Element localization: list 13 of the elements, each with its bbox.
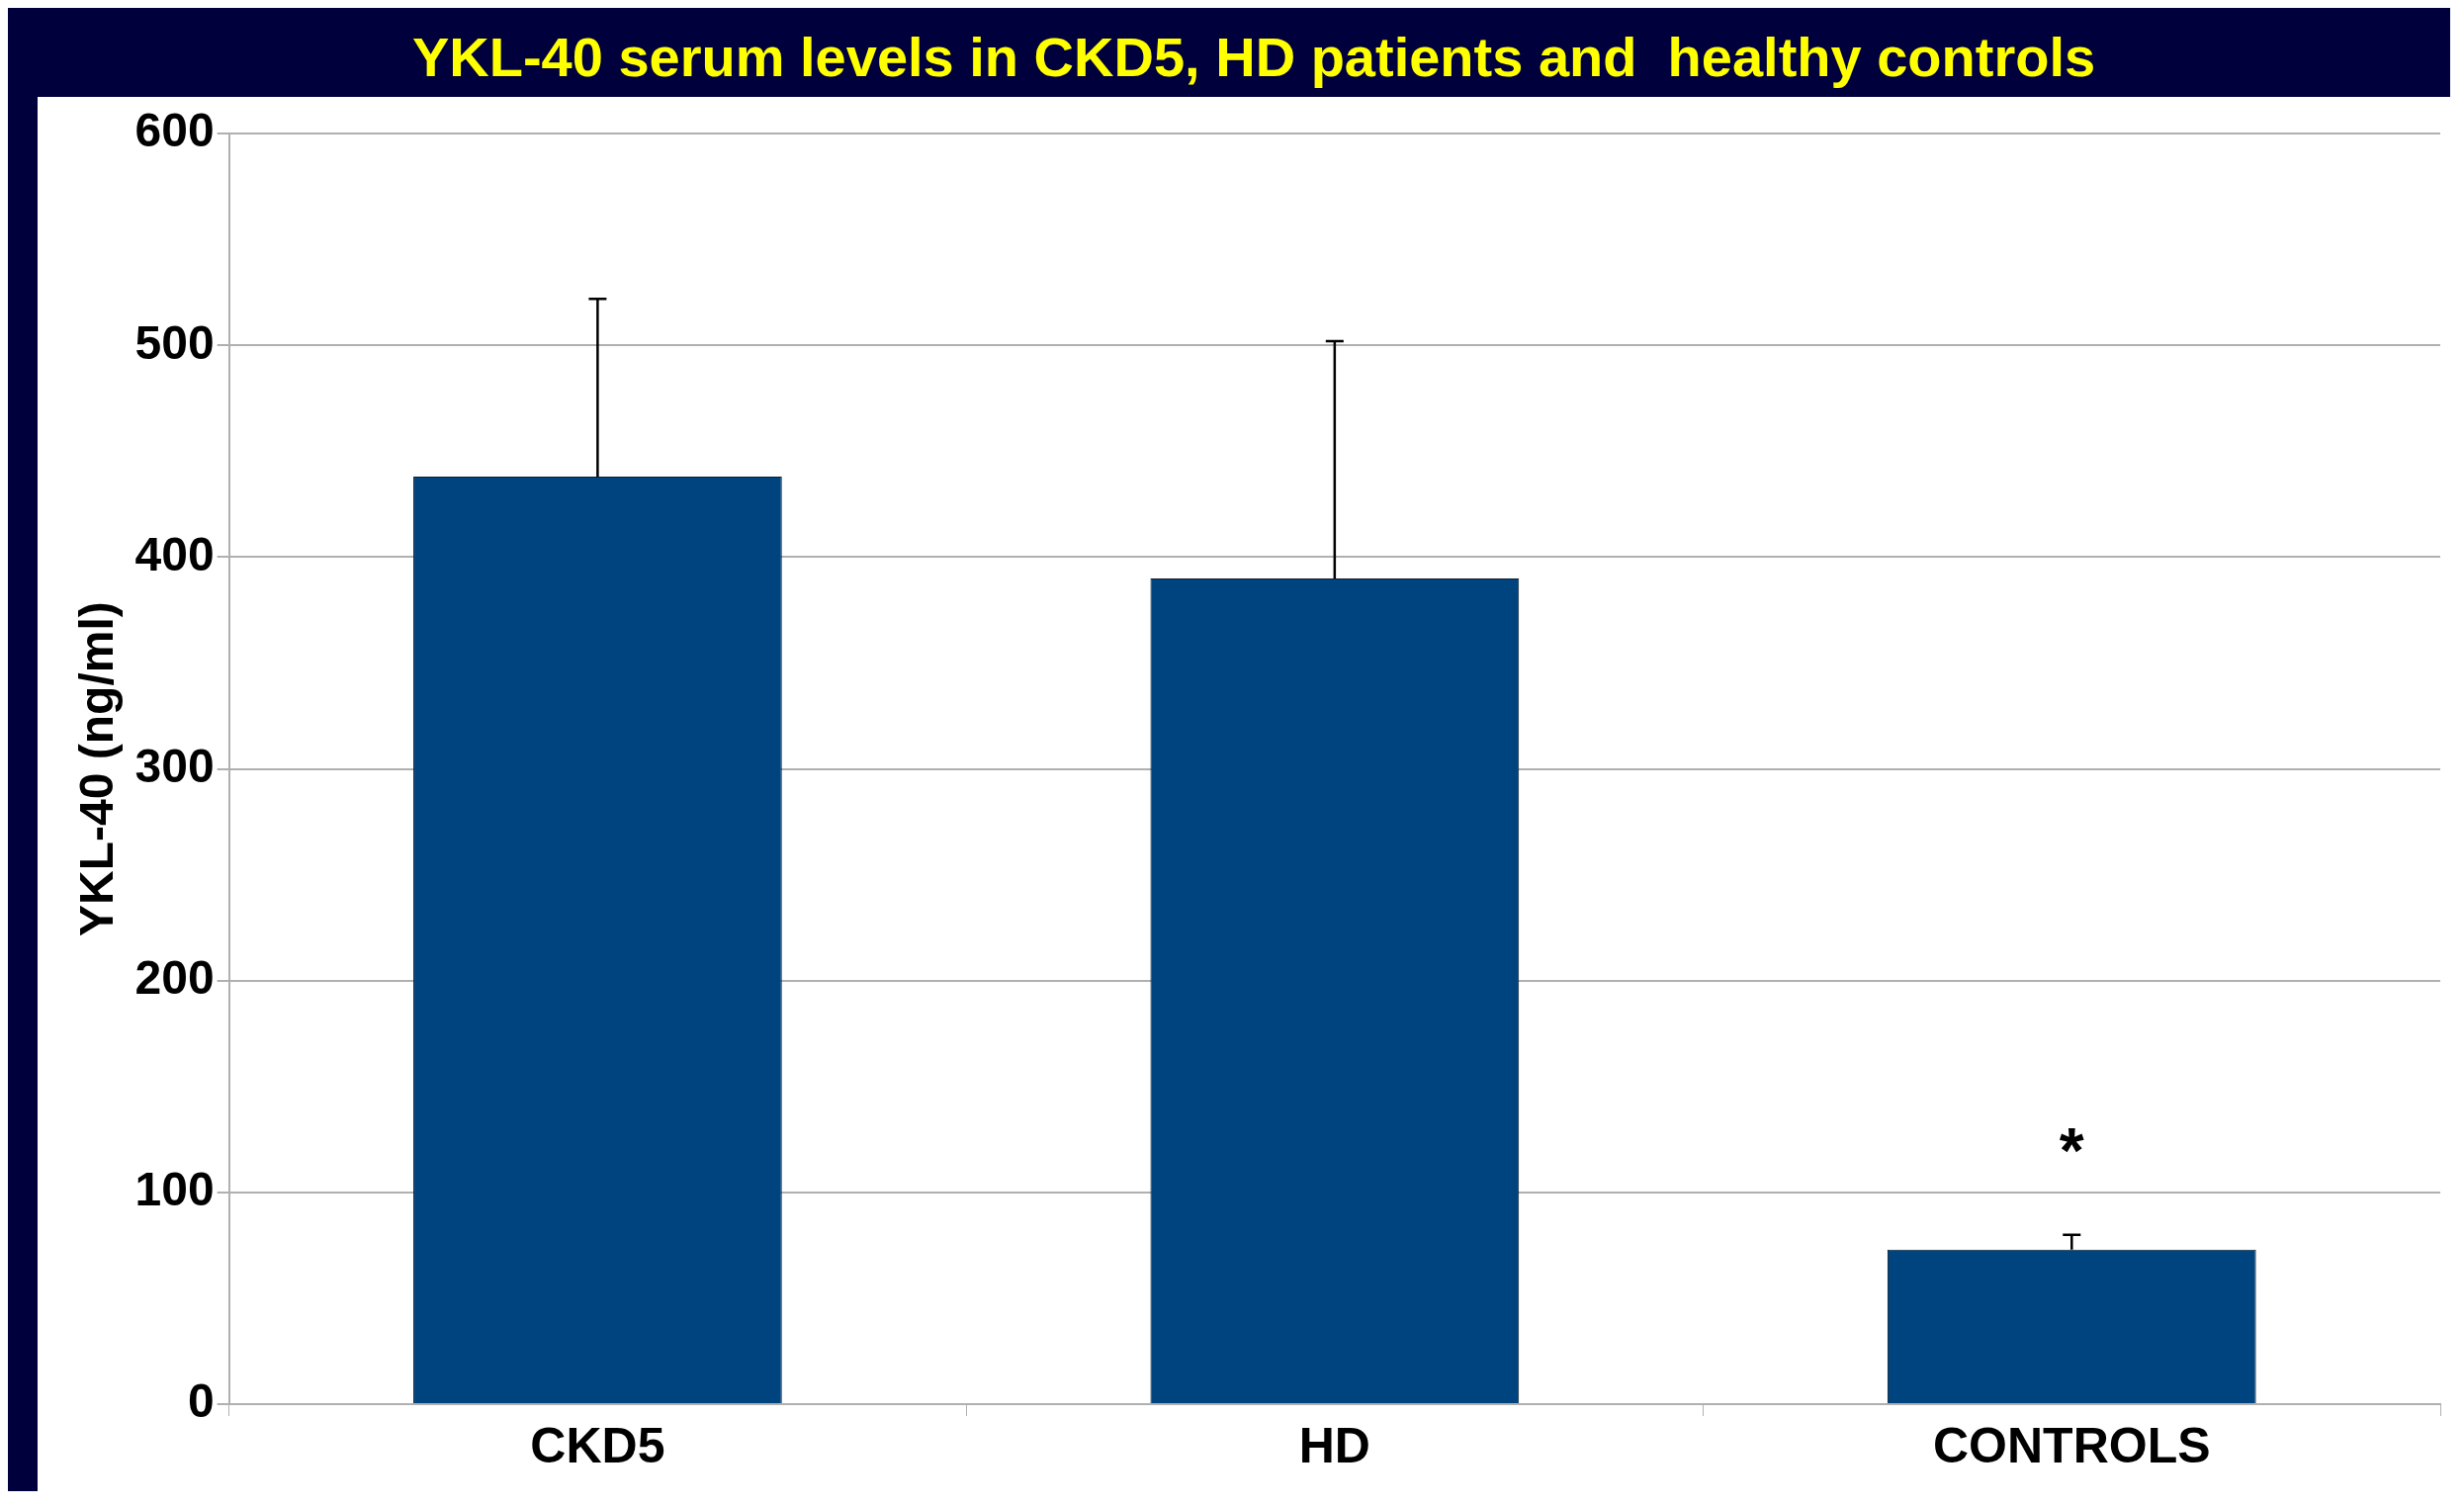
y-tick-label: 200 xyxy=(134,950,215,1004)
chart-title: YKL-40 serum levels in CKD5, HD patients and healthy controls xyxy=(411,26,2096,89)
y-tick-label: 600 xyxy=(134,104,215,157)
x-tick-label: CONTROLS xyxy=(1933,1417,2211,1473)
y-tick-label: 500 xyxy=(134,315,215,369)
annotation: * xyxy=(2059,1115,2084,1188)
y-tick-label: 400 xyxy=(134,527,215,580)
y-tick-label: 300 xyxy=(134,739,215,792)
x-tick-label: HD xyxy=(1298,1417,1370,1473)
x-tick-label: CKD5 xyxy=(530,1417,665,1473)
y-axis-title: YKL-40 (ng/ml) xyxy=(70,601,124,936)
y-tick-label: 0 xyxy=(187,1374,215,1428)
y-tick-label: 100 xyxy=(134,1163,215,1216)
